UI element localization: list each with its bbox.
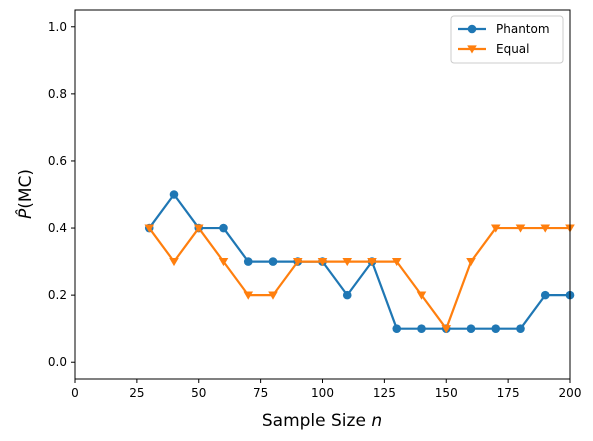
series-layer	[144, 190, 575, 334]
x-tick-label: 200	[559, 386, 582, 400]
x-tick-label: 75	[253, 386, 268, 400]
x-tick-label: 100	[311, 386, 334, 400]
x-tick-label: 0	[71, 386, 79, 400]
data-point-phantom	[243, 257, 253, 266]
data-point-phantom	[491, 324, 501, 333]
y-tick-label: 0.8	[48, 87, 67, 101]
x-axis: 0 25 50 75 100 125 150 175 200	[71, 379, 581, 400]
data-point-equal	[441, 325, 452, 334]
y-tick-label: 1.0	[48, 20, 67, 34]
data-point-equal	[342, 257, 353, 267]
data-point-phantom	[169, 190, 179, 199]
x-tick-label: 25	[129, 386, 144, 400]
legend-box	[450, 15, 564, 64]
data-point-phantom	[417, 324, 426, 333]
legend-entry-phantom: Phantom	[458, 22, 550, 36]
legend-label: Phantom	[496, 22, 550, 36]
data-point-phantom	[342, 290, 352, 300]
data-point-equal	[243, 291, 254, 300]
plot-area	[75, 10, 570, 379]
data-point-phantom	[466, 324, 476, 333]
data-point-phantom	[268, 257, 278, 266]
y-tick-label: 0.2	[48, 288, 67, 302]
data-point-phantom	[392, 324, 402, 333]
x-tick-label: 175	[497, 386, 520, 400]
data-point-equal	[540, 224, 551, 233]
series-line-equal	[148, 226, 570, 330]
legend-marker	[467, 45, 477, 54]
data-point-equal	[416, 291, 427, 300]
data-point-equal	[169, 257, 179, 267]
data-point-equal	[367, 257, 377, 267]
y-tick-label: 0.4	[48, 221, 67, 235]
data-point-phantom	[540, 290, 550, 300]
data-point-equal	[391, 257, 402, 267]
data-point-equal	[144, 224, 155, 233]
y-tick-label: 0.6	[48, 154, 67, 168]
y-axis-label: P̂(MC)	[15, 169, 36, 219]
legend-marker	[467, 24, 477, 34]
legend-label: Equal	[496, 42, 530, 56]
data-point-equal	[466, 257, 476, 267]
data-point-equal	[317, 257, 328, 267]
data-point-equal	[193, 224, 204, 233]
legend-entries: Phantom Equal	[458, 22, 550, 56]
legend-entry-equal: Equal	[458, 42, 530, 56]
y-tick-label: 0.0	[48, 355, 67, 369]
x-axis-label: Sample Size n	[262, 411, 382, 431]
data-point-phantom	[516, 324, 525, 333]
series-equal	[144, 224, 575, 334]
x-tick-label: 150	[435, 386, 458, 400]
x-tick-label: 125	[373, 386, 396, 400]
data-point-equal	[515, 224, 526, 233]
data-point-equal	[490, 224, 501, 233]
x-tick-label: 50	[191, 386, 206, 400]
data-point-equal	[218, 257, 229, 267]
data-point-equal	[268, 291, 278, 300]
legend: Phantom Equal	[450, 15, 564, 64]
data-point-phantom	[219, 223, 228, 233]
data-point-equal	[292, 257, 303, 267]
y-axis: 0.0 0.2 0.4 0.6 0.8 1.0	[48, 20, 75, 369]
